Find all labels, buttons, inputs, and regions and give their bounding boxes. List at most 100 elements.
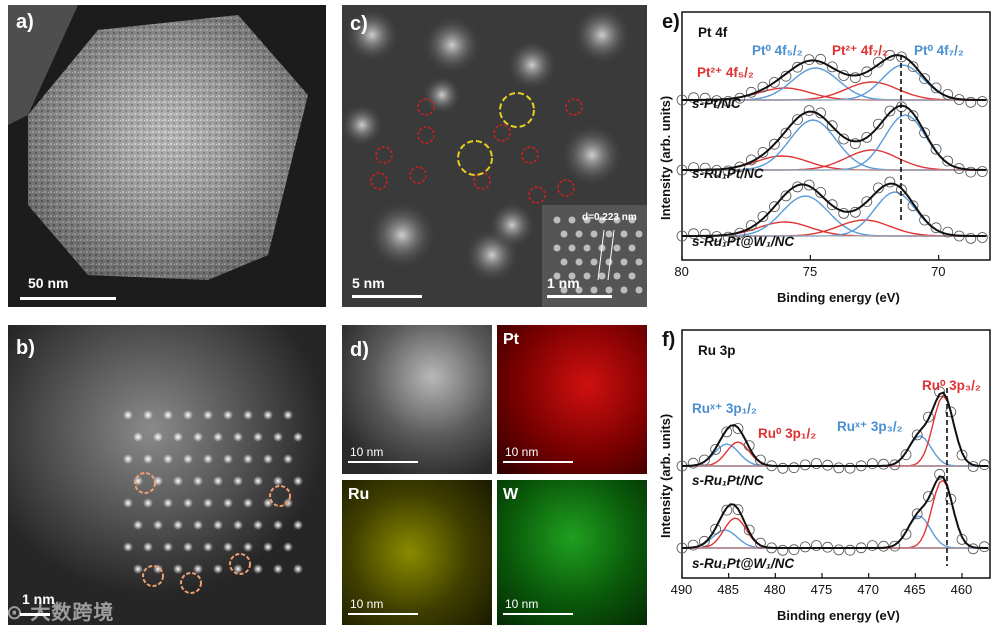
data-point <box>826 61 838 73</box>
data-point <box>884 105 896 117</box>
scale-bar <box>348 613 418 615</box>
scale-bar <box>20 297 116 300</box>
data-point <box>788 462 800 474</box>
nanoparticle-image <box>8 5 308 280</box>
data-point <box>976 166 988 177</box>
x-axis-label: Binding energy (eV) <box>777 290 900 305</box>
component-peak <box>682 479 989 549</box>
data-point <box>878 540 890 552</box>
data-point <box>878 458 890 470</box>
data-point <box>732 423 744 434</box>
inset-scale-bar-label: 1 nm <box>547 275 580 291</box>
scale-bar-label: 10 nm <box>350 597 384 611</box>
x-tick-label: 490 <box>671 582 693 597</box>
data-point <box>922 491 934 503</box>
panel-d-maps: d) Pt Ru W 10 nm 10 nm 10 nm 10 nm <box>342 325 647 625</box>
scale-bar-label: 10 nm <box>505 597 539 611</box>
data-point <box>780 70 792 82</box>
plot-frame <box>681 329 991 579</box>
map-title-w: W <box>503 486 519 503</box>
data-point <box>965 166 977 178</box>
scale-bar <box>20 613 50 616</box>
data-point <box>799 459 811 471</box>
panel-label: c) <box>350 13 368 35</box>
sample-label: s-Ru₁Pt/NC <box>692 473 764 488</box>
data-point <box>965 96 977 108</box>
data-point <box>788 544 800 556</box>
sample-label: s-Pt/NC <box>692 96 741 111</box>
data-point <box>849 72 861 84</box>
data-point <box>732 504 744 516</box>
data-point <box>861 131 873 143</box>
sample-label: s-Ru₁Pt@W₁/NC <box>692 556 794 571</box>
map-haadf <box>342 325 492 474</box>
map-title-pt: Pt <box>503 331 519 348</box>
data-point <box>710 523 721 535</box>
data-point <box>978 541 990 553</box>
y-axis-label: Intensity (arb. units) <box>658 414 673 538</box>
x-tick-label: 465 <box>904 582 926 597</box>
peak-label-rux-32: Ruˣ⁺ 3p₃/₂ <box>837 419 903 434</box>
data-point <box>896 51 907 63</box>
component-peak <box>681 443 989 467</box>
fit-envelope <box>681 391 989 467</box>
data-point <box>945 493 957 505</box>
data-point <box>900 449 912 461</box>
haadf-image <box>342 5 647 307</box>
data-point <box>699 228 711 240</box>
map-title-ru: Ru <box>348 486 370 503</box>
x-tick-label: 80 <box>674 264 688 279</box>
data-point <box>769 201 780 213</box>
data-point <box>866 458 878 470</box>
component-peak <box>682 515 989 549</box>
data-point <box>799 541 811 553</box>
data-point <box>934 386 946 398</box>
panel-label: a) <box>16 11 34 33</box>
x-tick-label: 460 <box>951 582 973 597</box>
data-point <box>721 426 733 438</box>
fit-envelope <box>682 104 987 171</box>
peak-label-pt0-52: Pt⁰ 4f₅/₂ <box>752 43 803 58</box>
data-point <box>792 61 803 73</box>
data-point <box>777 544 789 556</box>
data-point <box>945 406 957 418</box>
y-axis-label: Intensity (arb. units) <box>658 96 673 220</box>
panel-e-xps-pt4f: e) Pt 4f Pt⁰ 4f₅/₂ Pt²⁺ 4f₇/₂ Pt⁰ 4f₇/₂ … <box>658 11 991 305</box>
watermark: ⊙ 大数跨境 <box>6 602 115 624</box>
data-point <box>699 92 711 104</box>
data-point <box>978 459 990 471</box>
data-point <box>930 222 942 234</box>
data-point <box>688 92 699 104</box>
data-point <box>722 231 734 243</box>
data-point <box>884 176 896 188</box>
panel-a-image: a) 50 nm <box>8 5 326 307</box>
inset-spacing-label: d=0.223 nm <box>582 212 637 223</box>
fit-envelope <box>682 182 987 237</box>
data-point <box>930 143 942 155</box>
inset-scale-bar <box>547 295 612 298</box>
scale-bar <box>352 295 422 298</box>
data-point <box>922 411 934 423</box>
data-point <box>699 535 710 547</box>
panel-label: f) <box>662 329 675 351</box>
panel-label: b) <box>16 337 35 359</box>
data-point <box>976 96 988 107</box>
x-tick-label: 470 <box>857 582 879 597</box>
map-pt <box>497 325 647 474</box>
peak-label-pt2-72: Pt²⁺ 4f₇/₂ <box>832 43 888 58</box>
data-point <box>844 462 856 474</box>
x-axis-label: Binding energy (eV) <box>777 608 900 623</box>
data-point <box>757 211 769 222</box>
data-point <box>810 458 822 469</box>
data-point <box>743 440 755 451</box>
data-point <box>833 544 845 556</box>
data-point <box>861 196 873 208</box>
data-point <box>699 162 711 174</box>
scale-bar <box>348 461 418 463</box>
data-point <box>687 539 699 551</box>
panel-b-image: b) 1 nm <box>8 325 326 625</box>
data-point <box>687 457 699 469</box>
data-point <box>826 199 838 211</box>
data-point <box>849 138 861 150</box>
data-point <box>826 120 838 132</box>
